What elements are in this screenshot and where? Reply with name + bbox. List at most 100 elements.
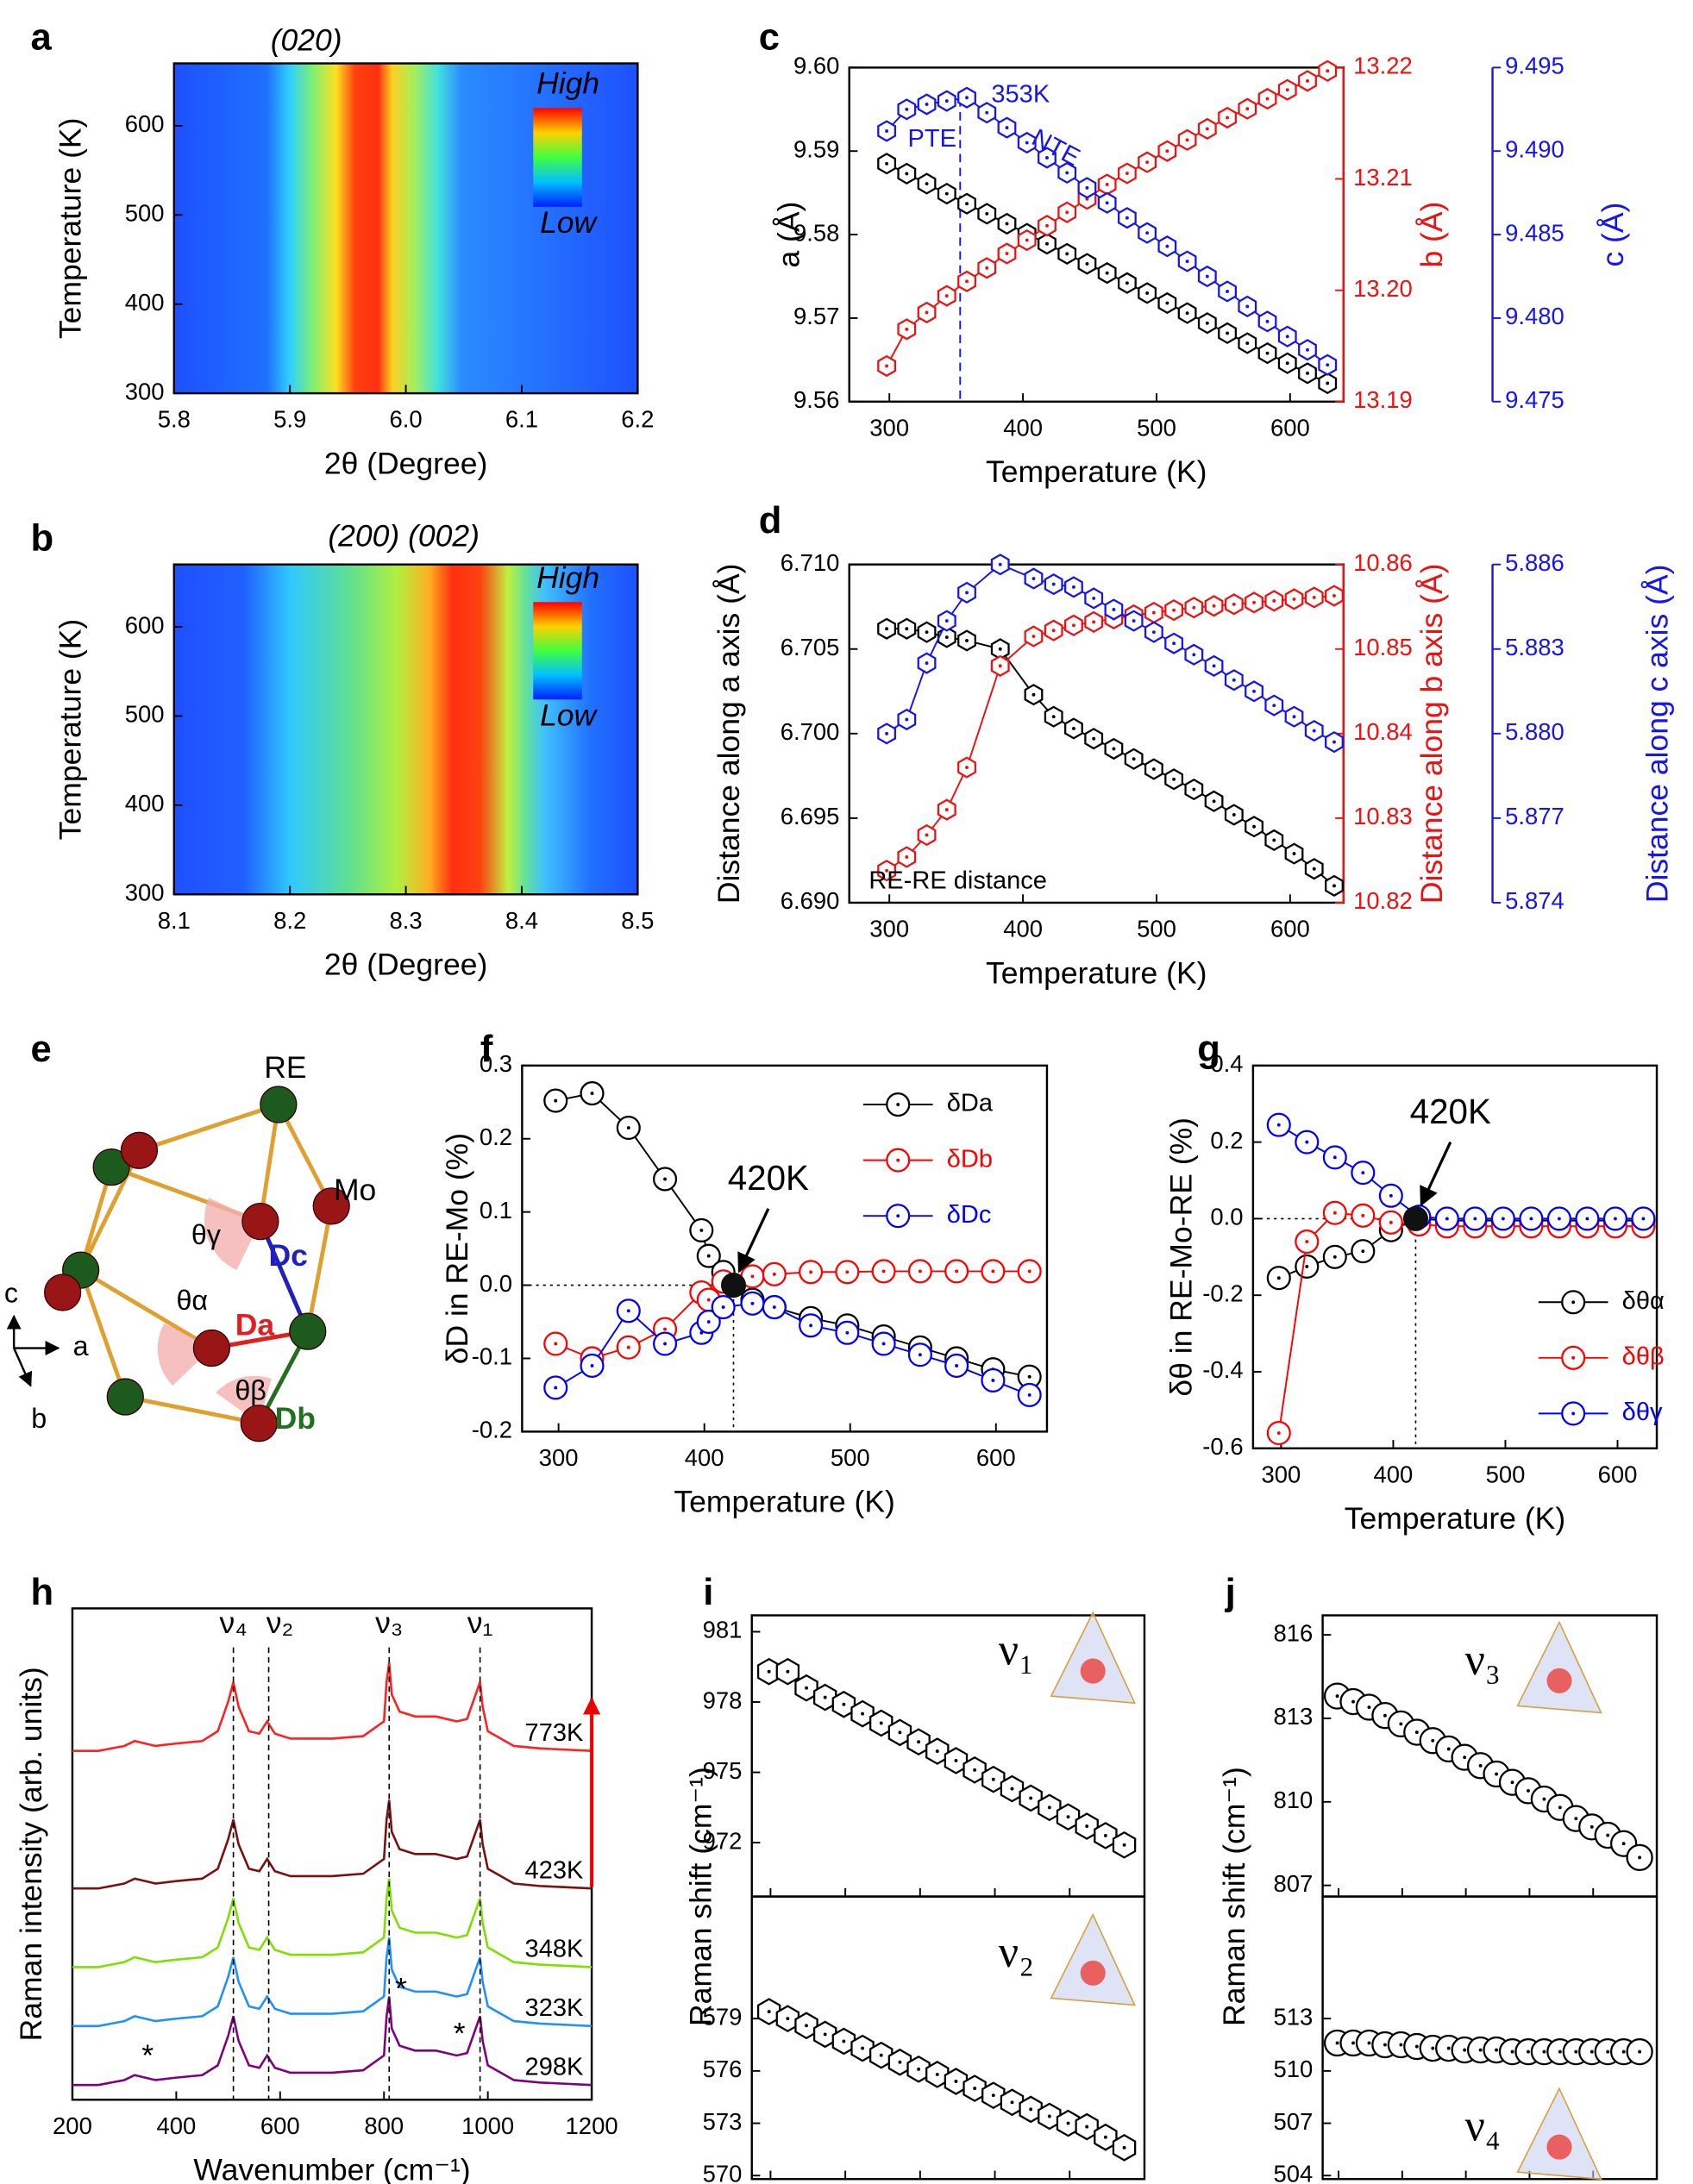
y3-tick-label: 9.480: [1505, 303, 1564, 329]
marker: [1238, 332, 1257, 354]
marker: [1218, 280, 1237, 303]
y2-tick-label: 10.82: [1353, 887, 1413, 914]
colorbar-high: High: [536, 66, 599, 101]
peak-label: ν₃: [375, 1605, 403, 1640]
x-tick-label: 800: [364, 2112, 404, 2139]
marker-dot: [1047, 1805, 1051, 1810]
marker-dot: [998, 647, 1002, 651]
marker: [990, 654, 1010, 677]
legend-label: δθα: [1622, 1287, 1665, 1315]
marker-dot: [1621, 2049, 1626, 2054]
atom: [312, 1187, 350, 1225]
marker-dot: [1072, 726, 1075, 730]
y-tick-label: 570: [703, 2160, 743, 2184]
marker-dot: [965, 766, 969, 769]
marker: [907, 1342, 932, 1367]
marker-dot: [1332, 1211, 1337, 1215]
y-tick-label: 972: [703, 1827, 743, 1854]
marker: [877, 617, 897, 640]
panel-letter: i: [703, 1572, 713, 1613]
marker-dot: [590, 1364, 594, 1367]
marker-dot: [898, 2060, 902, 2064]
marker-dot: [1414, 2044, 1419, 2049]
marker-dot: [786, 1669, 790, 1674]
marker: [869, 2041, 894, 2069]
y-tick-label: 600: [125, 110, 165, 137]
x-tick-label: 5.8: [158, 406, 191, 433]
marker-dot: [1446, 1747, 1451, 1751]
marker-dot: [1172, 641, 1176, 646]
y-tick-label: 500: [125, 200, 165, 227]
marker: [1304, 858, 1324, 880]
y-tick-label: -0.6: [1202, 1433, 1243, 1460]
marker: [1077, 253, 1097, 275]
marker: [580, 1081, 605, 1106]
marker-dot: [721, 1305, 725, 1309]
tetrahedron: [1050, 1611, 1136, 1705]
marker-dot: [1276, 1431, 1281, 1435]
marker-dot: [1029, 2107, 1033, 2112]
marker: [1097, 191, 1117, 214]
marker: [1144, 758, 1163, 780]
x-tick-label: 300: [869, 915, 909, 942]
marker: [1017, 228, 1037, 252]
bond: [138, 1102, 279, 1153]
marker-dot: [1389, 1220, 1393, 1224]
marker-dot: [944, 294, 949, 298]
marker: [897, 846, 917, 868]
plot-frame: [71, 1607, 593, 2101]
marker-dot: [1305, 1240, 1309, 1243]
marker: [1064, 717, 1083, 740]
marker: [1264, 590, 1284, 612]
marker-dot: [1212, 664, 1216, 668]
marker-dot: [590, 1092, 594, 1096]
marker: [1124, 610, 1144, 632]
marker-dot: [1585, 1217, 1590, 1221]
y-tick-label: 576: [703, 2056, 743, 2082]
y3-tick-label: 5.883: [1505, 634, 1564, 660]
marker: [1038, 2102, 1062, 2131]
angle-wedge: [157, 1323, 212, 1386]
marker-dot: [842, 1702, 846, 1706]
marker: [1318, 372, 1338, 395]
marker: [877, 860, 897, 882]
marker-dot: [1527, 2049, 1530, 2054]
marker: [1224, 593, 1244, 616]
marker-dot: [1510, 2049, 1514, 2054]
x-tick-label: 500: [1137, 414, 1176, 441]
marker: [1245, 591, 1263, 614]
marker: [1019, 2095, 1043, 2124]
marker: [917, 93, 937, 116]
bond: [276, 1103, 334, 1207]
marker: [1284, 705, 1304, 728]
marker: [937, 610, 956, 632]
y3-axis-label: Distance along c axis (Å): [1640, 564, 1675, 903]
marker-dot: [1501, 1217, 1505, 1221]
marker-dot: [823, 1695, 827, 1699]
marker: [835, 1320, 860, 1345]
marker: [1164, 768, 1184, 791]
marker: [775, 2005, 800, 2033]
y3-tick-label: 9.475: [1505, 386, 1564, 413]
marker: [877, 120, 897, 142]
marker: [696, 1309, 721, 1335]
marker-dot: [1051, 715, 1056, 719]
marker-dot: [1335, 1694, 1339, 1699]
annotation: *: [395, 1972, 407, 2006]
marker: [886, 1092, 911, 1117]
marker: [957, 192, 976, 215]
bond: [305, 1205, 334, 1332]
marker: [1238, 97, 1257, 120]
marker: [831, 2027, 856, 2056]
diagram-label: b: [31, 1403, 47, 1434]
marker-dot: [1495, 1772, 1498, 1776]
marker-dot: [1172, 608, 1176, 612]
y-tick-label: -0.1: [472, 1343, 512, 1370]
marker: [1084, 728, 1104, 750]
x-tick-label: 1000: [461, 2112, 514, 2139]
marker-dot: [767, 1669, 771, 1674]
marker-dot: [1571, 1411, 1576, 1416]
marker: [1184, 597, 1204, 619]
y-tick-label: -0.2: [472, 1417, 512, 1443]
y-tick-label: 978: [703, 1686, 743, 1713]
